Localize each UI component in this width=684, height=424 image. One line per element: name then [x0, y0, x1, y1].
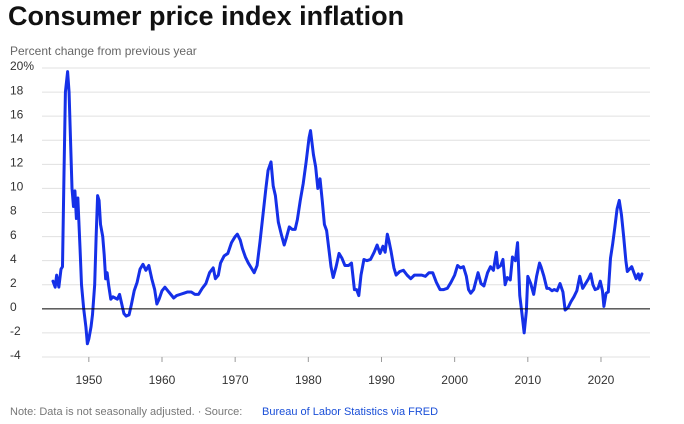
y-tick-label: 6 [10, 228, 17, 242]
x-tick-label: 2000 [441, 373, 468, 387]
y-tick-label: -2 [10, 324, 21, 338]
line-series [51, 70, 644, 346]
x-tick-label: 1990 [368, 373, 395, 387]
y-tick-label: 2 [10, 276, 17, 290]
y-tick-label: -4 [10, 348, 21, 362]
chart-title: Consumer price index inflation [8, 1, 404, 31]
y-tick-label: 8 [10, 204, 17, 218]
y-tick-label: 18 [10, 83, 24, 97]
y-tick-label: 12 [10, 156, 24, 170]
y-tick-label: 4 [10, 252, 17, 266]
source-link[interactable]: Bureau of Labor Statistics via FRED [262, 406, 438, 418]
y-tick-label: 20% [10, 59, 34, 73]
y-tick-label: 10 [10, 180, 24, 194]
x-tick-label: 1980 [295, 373, 322, 387]
y-tick-label: 0 [10, 300, 17, 314]
chart-subtitle: Percent change from previous year [10, 44, 197, 58]
x-tick-label: 2020 [588, 373, 615, 387]
x-tick-label: 1950 [75, 373, 102, 387]
y-tick-label: 14 [10, 131, 24, 145]
x-tick-label: 1970 [222, 373, 249, 387]
y-tick-label: 16 [10, 107, 24, 121]
footnote: Note: Data is not seasonally adjusted. ·… [10, 406, 242, 418]
x-tick-label: 2010 [514, 373, 541, 387]
x-tick-label: 1960 [149, 373, 176, 387]
